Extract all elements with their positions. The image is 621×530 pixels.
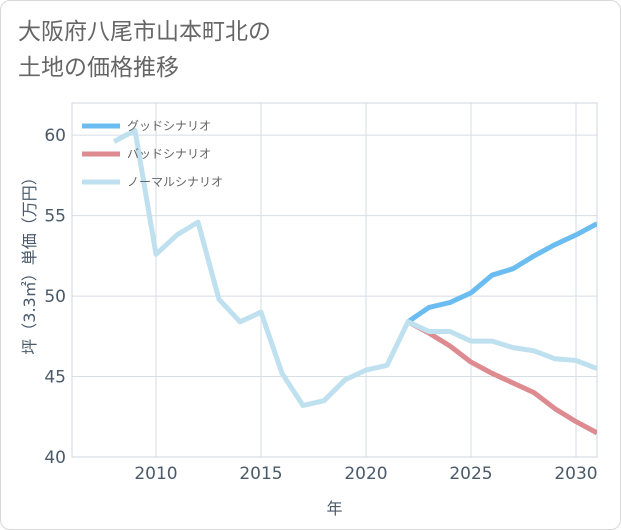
legend-label: バッドシナリオ — [127, 147, 211, 161]
x-axis-title: 年 — [326, 499, 342, 518]
chart-title-line-1: 大阪府八尾市山本町北の — [18, 19, 271, 45]
x-tick-label: 2030 — [554, 464, 597, 484]
legend-label: ノーマルシナリオ — [127, 175, 223, 189]
series-line-good — [406, 221, 597, 324]
series-line-bad — [406, 319, 597, 436]
x-tick-label: 2010 — [134, 464, 177, 484]
y-tick-label: 40 — [44, 448, 66, 468]
x-tick-label: 2015 — [239, 464, 282, 484]
x-tick-label: 2020 — [344, 464, 387, 484]
y-axis-title: 坪（3.3㎡）単価（万円） — [20, 169, 39, 354]
plot-area-border — [71, 102, 598, 458]
chart-title: 大阪府八尾市山本町北の 土地の価格推移 — [18, 14, 271, 86]
y-tick-label: 45 — [44, 368, 66, 388]
chart-title-line-2: 土地の価格推移 — [18, 55, 179, 81]
series-lines — [112, 127, 597, 436]
series-line-normal — [112, 127, 597, 408]
x-tick-label: 2025 — [449, 464, 492, 484]
axis-tick-labels: 40 45 50 55 60 2010 2015 2020 2025 2030 — [44, 126, 597, 484]
legend-label: グッドシナリオ — [127, 119, 211, 133]
y-tick-label: 60 — [44, 126, 66, 146]
y-tick-label: 50 — [44, 287, 66, 307]
y-tick-label: 55 — [44, 207, 66, 227]
